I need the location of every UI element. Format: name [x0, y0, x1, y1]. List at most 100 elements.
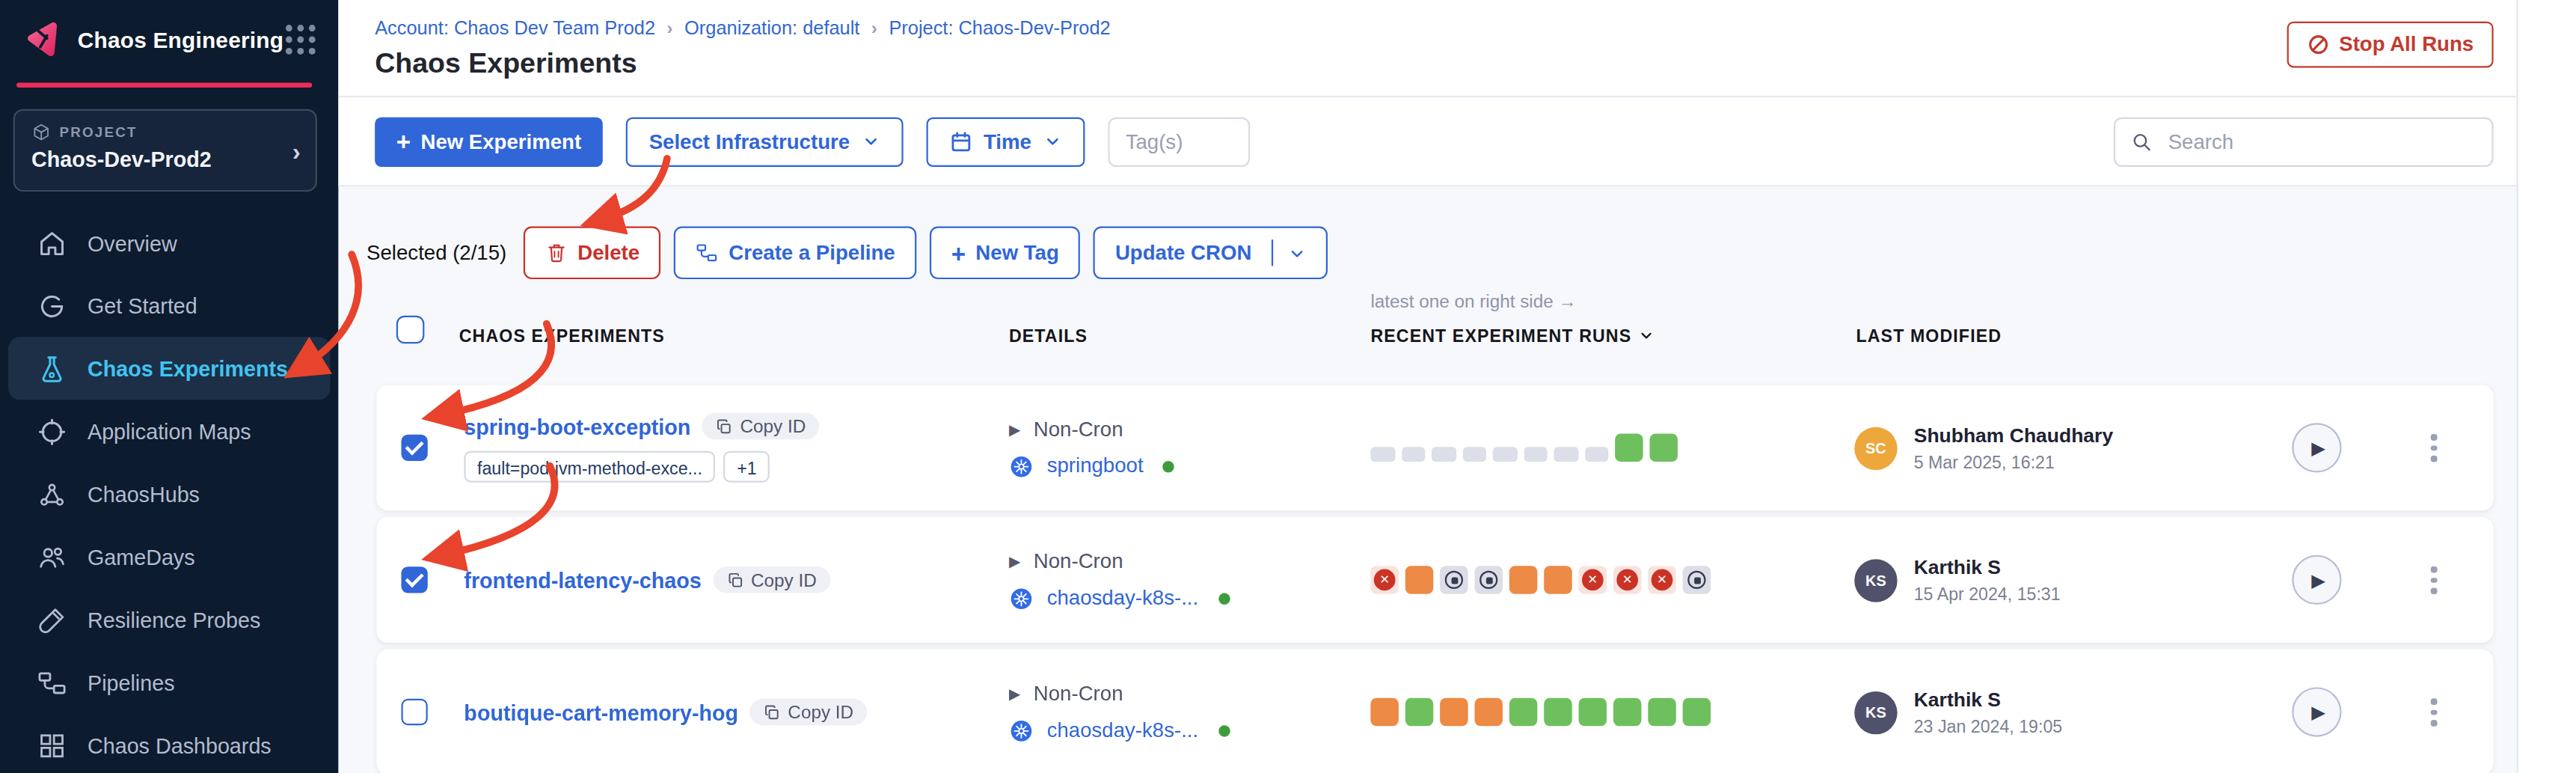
row-menu-button[interactable] — [2424, 691, 2443, 732]
sidebar-header: Chaos Engineering — [0, 0, 339, 61]
column-chaos-experiments: CHAOS EXPERIMENTS — [459, 326, 665, 345]
run-status-passed[interactable] — [1649, 434, 1678, 462]
sidebar-item-get-started[interactable]: Get Started — [8, 274, 331, 337]
run-status-passed[interactable] — [1405, 698, 1434, 727]
sidebar-nav: Overview Get Started Chaos Experiments A… — [0, 212, 339, 773]
sidebar-item-chaos-dashboards[interactable]: Chaos Dashboards — [8, 714, 331, 773]
infrastructure-link[interactable]: chaosday-k8s-... — [1047, 587, 1198, 610]
run-experiment-button[interactable]: ▶ — [2292, 423, 2341, 472]
failed-x-icon: ✕ — [1652, 569, 1673, 591]
copy-id-button[interactable]: Copy ID — [713, 566, 829, 593]
copy-id-button[interactable]: Copy ID — [750, 699, 867, 725]
expand-arrow-icon[interactable]: ▶ — [1009, 685, 1020, 701]
sidebar-item-label: Pipelines — [88, 670, 174, 694]
sidebar-item-pipelines[interactable]: Pipelines — [8, 651, 331, 714]
prohibition-icon — [2306, 33, 2329, 56]
column-recent-runs[interactable]: RECENT EXPERIMENT RUNS — [1370, 326, 1655, 345]
time-dropdown[interactable]: Time — [926, 117, 1085, 166]
scrollbar-track[interactable] — [2517, 0, 2576, 773]
new-tag-label: New Tag — [975, 241, 1058, 264]
row-menu-button[interactable] — [2424, 560, 2443, 600]
plus-icon: + — [396, 127, 411, 156]
pipeline-icon — [37, 667, 68, 698]
run-status-passed[interactable] — [1683, 698, 1711, 727]
run-experiment-button[interactable]: ▶ — [2292, 555, 2341, 605]
project-name: Chaos-Dev-Prod2 — [31, 147, 299, 171]
run-status-na[interactable] — [1493, 447, 1517, 462]
row-checkbox[interactable] — [401, 699, 427, 725]
kubernetes-icon — [1009, 718, 1034, 742]
run-status-stopped[interactable] — [1440, 566, 1468, 594]
new-experiment-button[interactable]: + New Experiment — [375, 117, 603, 166]
run-status-degraded[interactable] — [1544, 566, 1572, 594]
sidebar-item-label: Overview — [88, 230, 177, 255]
delete-button[interactable]: Delete — [523, 226, 660, 279]
breadcrumb-org-link[interactable]: Organization: default — [684, 18, 859, 37]
run-status-degraded[interactable] — [1509, 566, 1538, 594]
run-status-passed[interactable] — [1579, 698, 1607, 727]
run-status-na[interactable] — [1432, 447, 1456, 462]
run-status-stopped[interactable] — [1683, 566, 1711, 594]
chaos-engineering-app: Chaos Engineering PROJECT Chaos-Dev-Prod… — [0, 0, 2576, 773]
run-status-na[interactable] — [1584, 447, 1608, 462]
infrastructure-link[interactable]: springboot — [1047, 454, 1144, 477]
sidebar-item-application-maps[interactable]: Application Maps — [8, 400, 331, 462]
sidebar-item-chaos-experiments[interactable]: Chaos Experiments — [8, 337, 331, 400]
sidebar-item-gamedays[interactable]: GameDays — [8, 525, 331, 588]
copy-id-button[interactable]: Copy ID — [702, 413, 819, 439]
run-status-failed[interactable]: ✕ — [1613, 566, 1642, 594]
run-status-degraded[interactable] — [1405, 566, 1434, 594]
tag-chip[interactable]: +1 — [724, 451, 770, 483]
flask-icon — [37, 352, 68, 384]
module-grid-icon[interactable] — [286, 25, 316, 55]
experiment-name-link[interactable]: frontend-latency-chaos — [464, 567, 701, 592]
run-status-degraded[interactable] — [1370, 698, 1399, 727]
breadcrumb-account-link[interactable]: Account: Chaos Dev Team Prod2 — [375, 18, 655, 37]
run-status-passed[interactable] — [1544, 698, 1572, 727]
expand-arrow-icon[interactable]: ▶ — [1009, 552, 1020, 569]
stop-all-runs-button[interactable]: Stop All Runs — [2287, 22, 2494, 68]
schedule-type: Non-Cron — [1034, 417, 1123, 440]
run-status-passed[interactable] — [1615, 434, 1643, 462]
search-box — [2114, 117, 2494, 166]
run-status-na[interactable] — [1370, 447, 1394, 462]
tags-input[interactable] — [1107, 117, 1249, 166]
run-status-passed[interactable] — [1613, 698, 1642, 727]
row-checkbox[interactable] — [401, 566, 427, 593]
run-status-na[interactable] — [1554, 447, 1577, 462]
calendar-icon — [949, 129, 972, 153]
run-status-failed[interactable]: ✕ — [1579, 566, 1607, 594]
run-status-passed[interactable] — [1648, 698, 1676, 727]
select-infrastructure-dropdown[interactable]: Select Infrastructure — [626, 117, 903, 166]
sidebar-item-resilience-probes[interactable]: Resilience Probes — [8, 588, 331, 651]
search-input[interactable] — [2165, 128, 2477, 154]
tag-chip[interactable]: fault=pod-jvm-method-exce... — [464, 451, 715, 483]
create-pipeline-button[interactable]: Create a Pipeline — [674, 226, 916, 279]
toolbar: + New Experiment Select Infrastructure T… — [339, 97, 2576, 186]
breadcrumb-project-link[interactable]: Project: Chaos-Dev-Prod2 — [889, 18, 1110, 37]
run-status-failed[interactable]: ✕ — [1370, 566, 1399, 594]
run-status-degraded[interactable] — [1440, 698, 1468, 727]
run-status-stopped[interactable] — [1474, 566, 1503, 594]
expand-arrow-icon[interactable]: ▶ — [1009, 421, 1020, 437]
row-checkbox[interactable] — [401, 435, 427, 461]
project-selector[interactable]: PROJECT Chaos-Dev-Prod2 › — [13, 109, 317, 192]
run-status-degraded[interactable] — [1474, 698, 1503, 727]
select-all-checkbox[interactable] — [396, 316, 425, 344]
run-status-failed[interactable]: ✕ — [1648, 566, 1676, 594]
sidebar-item-overview[interactable]: Overview — [8, 212, 331, 275]
experiment-name-link[interactable]: boutique-cart-memory-hog — [464, 700, 738, 724]
run-status-passed[interactable] — [1509, 698, 1538, 727]
run-experiment-button[interactable]: ▶ — [2292, 687, 2341, 736]
new-tag-button[interactable]: + New Tag — [930, 226, 1080, 279]
sidebar-item-chaoshubs[interactable]: ChaosHubs — [8, 462, 331, 525]
project-label: PROJECT — [59, 124, 137, 141]
update-cron-button[interactable]: Update CRON — [1094, 226, 1328, 279]
run-status-na[interactable] — [1401, 447, 1425, 462]
run-status-na[interactable] — [1524, 447, 1548, 462]
row-menu-button[interactable] — [2424, 427, 2443, 468]
experiment-name-link[interactable]: spring-boot-exception — [464, 414, 690, 439]
infrastructure-link[interactable]: chaosday-k8s-... — [1047, 718, 1198, 742]
run-status-na[interactable] — [1462, 447, 1486, 462]
hub-icon — [37, 478, 68, 510]
